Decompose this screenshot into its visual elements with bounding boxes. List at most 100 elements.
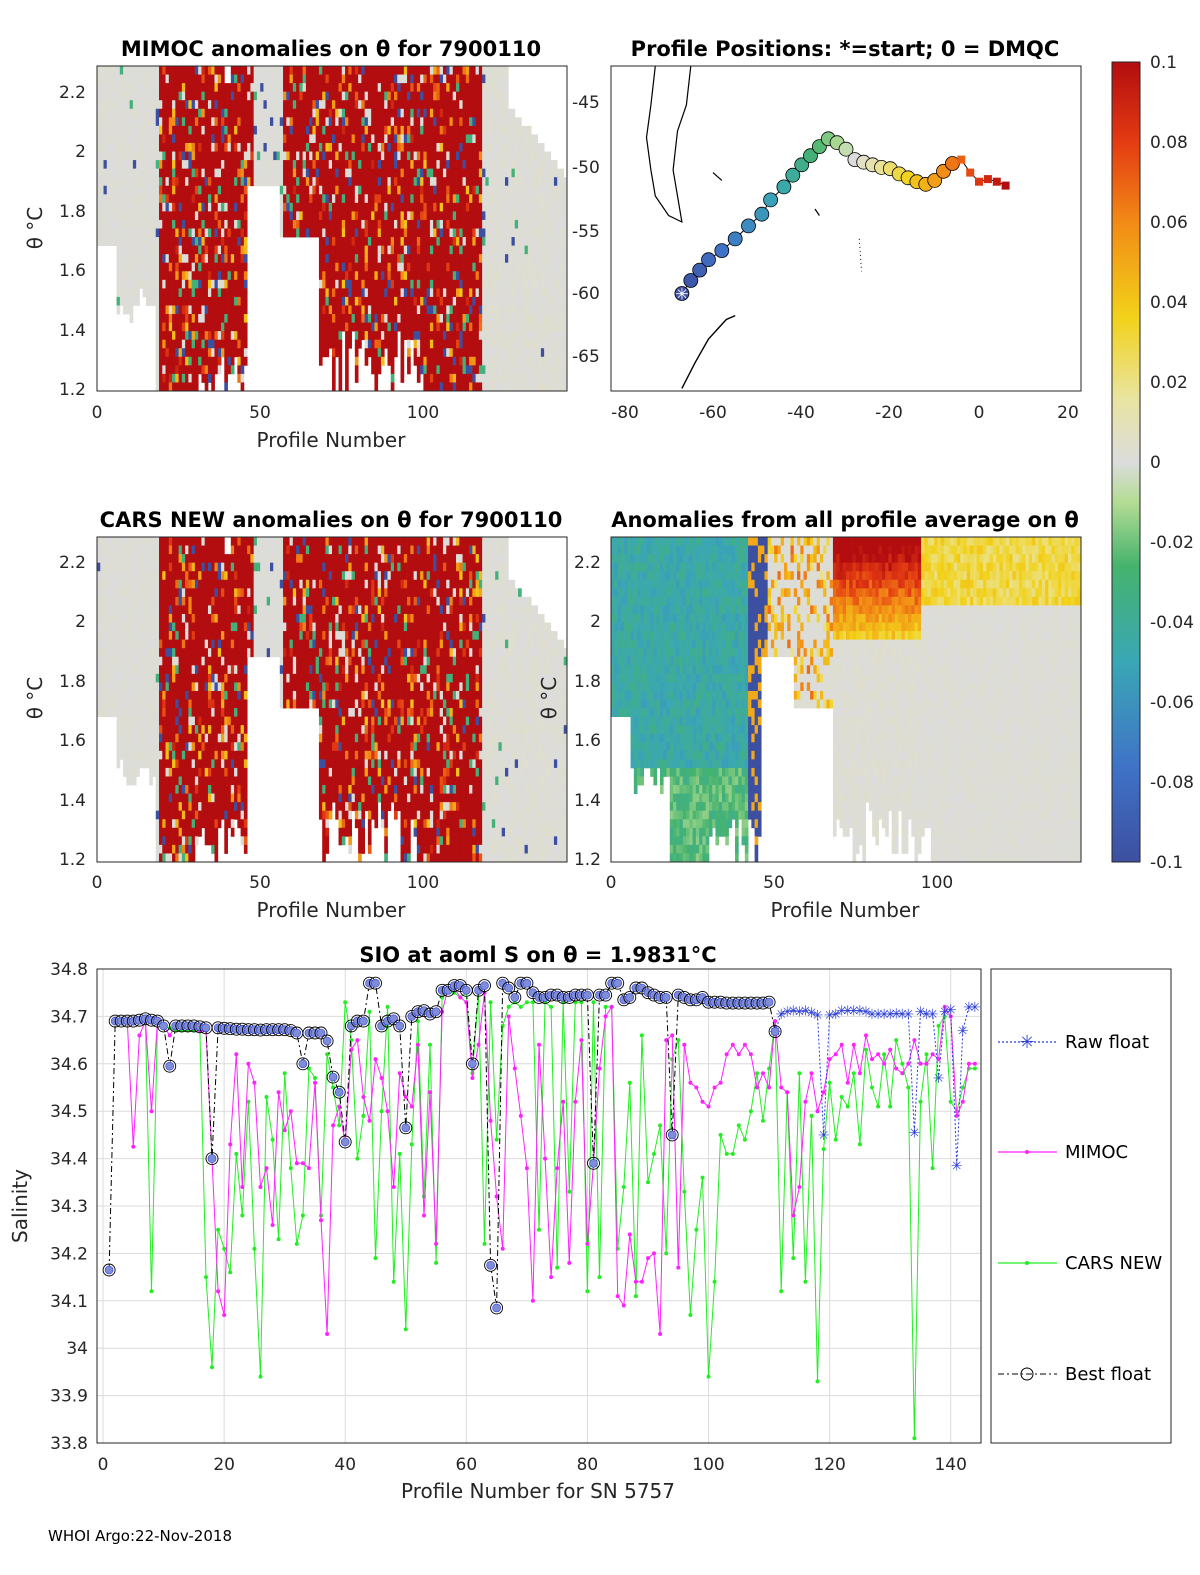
best-float-point xyxy=(332,1085,346,1099)
best-float-point xyxy=(163,1059,177,1073)
track-point xyxy=(785,167,801,183)
cars-new-point xyxy=(857,1142,862,1147)
cars-new-point xyxy=(264,1095,269,1099)
cars-new-point xyxy=(228,1270,233,1275)
mimoc-point xyxy=(494,1194,499,1199)
positions-xtick: 0 xyxy=(974,403,985,423)
cars-new-point xyxy=(833,1137,838,1142)
cars-new-point xyxy=(246,1099,251,1104)
raw-float-point: ✳ xyxy=(781,1005,793,1021)
allavg-ytick: 1.2 xyxy=(574,850,601,870)
positions-xtick: -60 xyxy=(699,403,727,423)
coastline xyxy=(645,65,862,389)
cars-new-point xyxy=(688,1313,693,1317)
cars-new-point xyxy=(906,1085,911,1090)
mimoc-point xyxy=(658,1332,663,1336)
mimoc-point xyxy=(918,1061,923,1066)
cars-new-point xyxy=(325,1052,330,1057)
cars-ytick: 1.2 xyxy=(59,850,86,870)
mimoc-point xyxy=(325,1332,330,1336)
cars-axes xyxy=(96,536,568,863)
salinity-ticks: 0 20 40 60 80 100 120 140 33.8 33.9 34 34.1 34.2 34.3… xyxy=(50,960,967,1475)
mimoc-point xyxy=(549,1275,554,1280)
best-float-point xyxy=(157,1019,171,1033)
mimoc-point xyxy=(960,1099,965,1104)
cars-new-point xyxy=(361,1113,366,1118)
mimoc-point xyxy=(815,1109,820,1114)
best-float-point xyxy=(478,979,491,993)
cars-new-point xyxy=(706,1374,711,1379)
mimoc-point xyxy=(488,1118,493,1123)
raw-float-point: ✳ xyxy=(775,1007,787,1023)
cars-yticks: 2.2 2 1.8 1.6 1.4 1.2 xyxy=(59,553,86,870)
track-point xyxy=(741,218,756,234)
raw-float-point: ✳ xyxy=(794,1005,806,1021)
legend-cars: CARS NEW xyxy=(998,1253,1162,1274)
cars-new-point xyxy=(815,1379,820,1384)
cars-new-point xyxy=(948,1099,953,1104)
cars-new-point xyxy=(724,1151,729,1156)
cars-new-point xyxy=(736,1123,741,1128)
mimoc-point xyxy=(942,1004,947,1009)
cars-new-point xyxy=(870,1085,874,1090)
track-point xyxy=(763,192,778,208)
mimoc-point xyxy=(603,1014,608,1019)
salinity-xtick: 120 xyxy=(813,1455,845,1475)
cars-new-point xyxy=(676,1038,681,1043)
salinity-xtick: 20 xyxy=(213,1455,235,1475)
raw-float-point: ✳ xyxy=(927,1007,939,1023)
salinity-legend: ✳ Raw float MIMOC CARS NEW Best float xyxy=(990,968,1172,1444)
mimoc-xlabel: Profile Number xyxy=(257,428,407,452)
positions-map: ✳ xyxy=(645,65,1010,389)
cars-ylabel: θ °C xyxy=(23,677,47,720)
mimoc-point xyxy=(391,1185,396,1189)
mimoc-point xyxy=(888,1047,893,1052)
cars-new-point xyxy=(222,1246,227,1251)
best-float-point xyxy=(465,1057,479,1071)
mimoc-point xyxy=(954,1113,959,1118)
raw-float-point: ✳ xyxy=(818,1128,830,1144)
cars-new-point xyxy=(524,1000,529,1005)
best-float-point xyxy=(502,981,516,995)
cars-new-point xyxy=(821,1147,826,1152)
raw-float-point: ✳ xyxy=(878,1007,890,1023)
mimoc-point xyxy=(845,1080,850,1085)
mimoc-point xyxy=(506,1014,511,1019)
mimoc-point xyxy=(966,1061,971,1066)
mimoc-point xyxy=(246,1061,251,1066)
legend-mimoc: MIMOC xyxy=(998,1142,1128,1163)
colorbar-tick: -0.08 xyxy=(1150,773,1194,793)
salinity-xtick: 60 xyxy=(456,1455,478,1475)
colorbar-tick: 0.1 xyxy=(1150,53,1177,73)
mimoc-point xyxy=(670,1033,675,1038)
mimoc-point xyxy=(355,1038,360,1043)
cars-new-point xyxy=(385,1004,390,1009)
cars-new-point xyxy=(718,1132,723,1137)
mimoc-point xyxy=(567,1260,572,1265)
track-point xyxy=(674,286,690,301)
mimoc-point xyxy=(294,1161,299,1166)
cars-new-point xyxy=(864,1047,868,1052)
mimoc-point xyxy=(827,1057,832,1062)
mimoc-point xyxy=(579,1038,584,1043)
best-float-point xyxy=(587,1156,600,1170)
cars-new-point xyxy=(748,1109,753,1114)
raw-float-point: ✳ xyxy=(890,1007,902,1023)
allavg-ytick: 2 xyxy=(590,612,601,632)
allavg-title: Anomalies from all profile average on θ xyxy=(611,508,1079,532)
cars-new-point xyxy=(730,1151,735,1156)
asterisk-icon: ✳ xyxy=(1019,1032,1034,1053)
mimoc-point xyxy=(361,1095,366,1099)
mimoc-xtick: 50 xyxy=(249,403,271,423)
colorbar-tick: -0.04 xyxy=(1150,613,1194,633)
positions-ytick: -45 xyxy=(572,93,600,113)
cars-new-line xyxy=(121,987,975,1439)
mimoc-point xyxy=(470,1076,475,1080)
cars-new-point xyxy=(355,1156,360,1161)
track-point xyxy=(692,262,708,278)
cars-new-point xyxy=(313,1076,317,1080)
mimoc-point xyxy=(755,1085,759,1090)
cars-new-point xyxy=(930,1166,935,1171)
salinity-ylabel: Salinity xyxy=(8,1169,32,1243)
cars-new-point xyxy=(585,1289,590,1294)
